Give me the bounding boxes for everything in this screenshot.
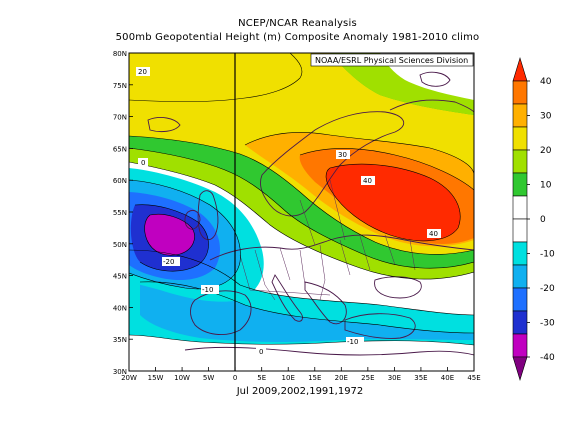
colorbar-tick-label: 30 [540,112,552,122]
colorbar-segment [512,356,528,382]
contour-label: 20 [138,68,147,76]
lon-tick-label: 15W [148,374,164,382]
coast-iberia [190,290,252,336]
credit-box [310,53,474,67]
lat-tick-label: 75N [113,82,127,90]
coast-italy [271,274,303,322]
colorbar-segment [512,126,528,151]
colorbar-tick-label: 20 [540,146,552,156]
lat-tick-label: 55N [113,209,127,217]
lat-tick-label: 60N [113,177,127,185]
country-borders [239,179,416,301]
colorbar-segment [512,103,528,128]
lon-tick-label: 35E [414,374,427,382]
contour-label: 40 [429,230,438,238]
colorbar-segment [512,287,528,312]
title-line-1: NCEP/NCAR Reanalysis [238,18,357,29]
composite-dates: Jul 2009,2002,1991,1972 [236,386,364,397]
lat-tick-label: 45N [113,273,127,281]
lon-tick-label: 20E [335,374,348,382]
lon-tick-label: 5W [203,374,214,382]
contour-label: 40 [363,177,372,185]
contour-labels: 20 0 30 40 40 -20 -10 -10 0 [136,67,441,356]
colorbar-segment [512,56,528,82]
colorbar-segment [512,149,528,174]
band-pos-30-40 [129,53,302,102]
lon-tick-label: 10E [282,374,295,382]
contour-label: -10 [347,338,358,346]
lat-tick-label: 80N [113,50,127,58]
lat-tick-label: 70N [113,114,127,122]
lon-tick-label: 40E [441,374,454,382]
anomaly-field [129,53,474,371]
contour-label: -10 [202,286,213,294]
colorbar: 40 30 20 10 0 -10 -20 -30 -40 [512,56,555,382]
coast-continent [209,234,474,261]
band-pos-50 [326,164,461,241]
colorbar-tick-label: 0 [540,215,546,225]
lon-tick-label: 30E [388,374,401,382]
lon-tick-label: 15E [308,374,321,382]
contour-label: -20 [163,258,174,266]
colorbar-segment [512,310,528,335]
colorbar-segment [512,80,528,105]
colorbar-tick-label: -10 [540,250,555,260]
contour-label: 0 [259,348,263,356]
colorbar-segment [512,172,528,197]
lat-tick-label: 35N [113,336,127,344]
lon-tick-label: 45E [467,374,480,382]
coast-black-sea [374,276,422,299]
credit-text: NOAA/ESRL Physical Sciences Division [315,56,468,65]
colorbar-tick-label: -30 [540,319,555,329]
lat-axis: 80N 75N 70N 65N 60N 55N 50N 45N 40N 35N 30N [113,50,133,376]
colorbar-segment [512,218,528,243]
colorbar-segment [512,195,528,220]
title-line-2: 500mb Geopotential Height (m) Composite … [115,32,480,43]
colorbar-segment [512,264,528,289]
coast-scandinavia [259,111,405,217]
colorbar-segment [512,333,528,358]
colorbar-tick-label: 40 [540,77,552,87]
lon-tick-label: 5E [257,374,266,382]
contour-label: 30 [338,151,347,159]
contour-lines [129,53,474,346]
coast-ireland [184,209,201,230]
coast-iceland [147,117,181,133]
coast-novaya [419,71,451,87]
coast-russia-north [389,99,474,113]
lat-tick-label: 50N [113,241,127,249]
lat-tick-label: 65N [113,145,127,153]
band-neg-40 [144,214,195,256]
colorbar-tick-label: 10 [540,181,552,191]
colorbar-tick-label: -20 [540,284,555,294]
colorbar-tick-label: -40 [540,353,555,363]
lon-tick-label: 0 [233,374,237,382]
lon-axis: 20W 15W 10W 5W 0 5E 10E 15E 20E 25E 30E 35E 40E 45E [121,367,481,382]
lat-tick-label: 40N [113,304,127,312]
lon-tick-label: 25E [361,374,374,382]
colorbar-segment [512,241,528,266]
lat-tick-label: 30N [113,368,127,376]
lon-tick-label: 10W [174,374,190,382]
lon-tick-label: 20W [121,374,137,382]
contour-label: 0 [141,159,145,167]
